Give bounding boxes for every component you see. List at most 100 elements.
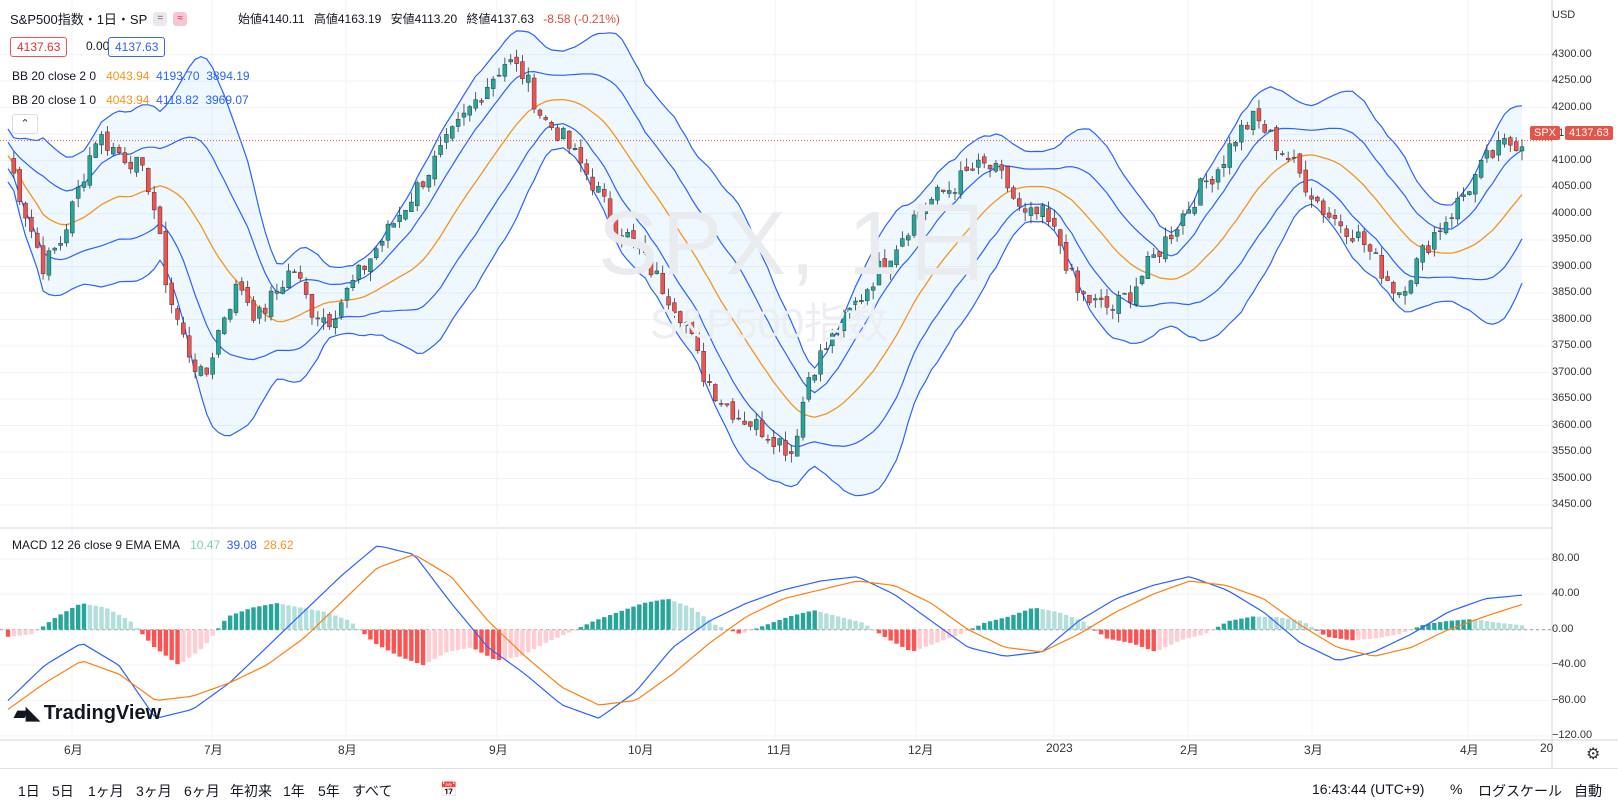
macd-histogram-bar — [1052, 611, 1057, 630]
tradingview-logo[interactable]: ▰◣ TradingView — [14, 702, 161, 725]
macd-histogram-bar — [1104, 629, 1110, 639]
candle-body — [1104, 296, 1110, 308]
macd-histogram-bar — [239, 611, 245, 630]
currency-label[interactable]: USD — [1552, 9, 1576, 21]
macd-line — [7, 545, 1523, 719]
candle-body — [479, 100, 484, 103]
macd-histogram-bar — [917, 629, 923, 649]
macd-histogram-bar — [81, 603, 87, 630]
macd-histogram-bar — [1163, 629, 1168, 648]
date-range-icon[interactable]: 📅 — [440, 781, 458, 797]
range-button[interactable]: すべて — [352, 783, 393, 799]
range-button[interactable]: 5年 — [318, 783, 340, 799]
macd-histogram-bar — [952, 629, 958, 637]
candle-body — [46, 250, 52, 276]
collapse-legend-button[interactable]: ⌃ — [12, 114, 38, 134]
macd-histogram-bar — [1233, 619, 1238, 630]
macd-histogram-bar — [666, 599, 671, 630]
macd-histogram-bar — [87, 604, 93, 630]
candle-body — [1227, 143, 1232, 168]
macd-histogram-bar — [75, 604, 81, 630]
bottom-toolbar: 1日 5日 1ヶ月 3ヶ月 6ヶ月 年初来 1年 5年 すべて 📅 16:43:44 (UTC+… — [0, 768, 1618, 812]
candle-body — [765, 439, 771, 441]
macd-histogram-bar — [1373, 629, 1379, 639]
symbol-header[interactable]: S&P500指数・1日・SP = ≈ — [10, 9, 188, 28]
log-scale-toggle[interactable]: ログスケール — [1478, 783, 1562, 799]
compare-icon[interactable]: = — [153, 11, 168, 26]
candle-body — [216, 330, 221, 355]
range-button[interactable]: 6ヶ月 — [184, 783, 220, 799]
candle-body — [496, 74, 502, 77]
candle-body — [23, 202, 28, 219]
macd-histogram-bar — [397, 629, 402, 657]
range-button[interactable]: 年初来 — [230, 783, 272, 799]
candle-body — [543, 117, 548, 120]
candle-body — [748, 421, 753, 427]
range-button[interactable]: 5日 — [52, 783, 74, 799]
macd-histogram-bar — [379, 629, 385, 648]
macd-histogram-bar — [1303, 623, 1308, 630]
macd-histogram-bar — [841, 617, 847, 630]
macd-histogram-bar — [1467, 619, 1472, 630]
percent-toggle[interactable]: % — [1450, 781, 1463, 797]
macd-histogram-bar — [426, 629, 432, 663]
macd-legend[interactable]: MACD 12 26 close 9 EMA EMA 10.47 39.08 2… — [12, 538, 294, 552]
candle-body — [1215, 169, 1221, 183]
macd-histogram-bar — [216, 628, 221, 630]
macd-histogram-bar — [298, 607, 303, 630]
macd-histogram-bar — [561, 629, 566, 636]
macd-histogram-bar — [1437, 622, 1443, 630]
macd-histogram-bar — [187, 629, 192, 658]
macd-histogram-bar — [1215, 626, 1221, 630]
settings-gear-icon[interactable]: ⚙ — [1586, 746, 1601, 763]
candle-body — [485, 86, 490, 100]
macd-histogram-bar — [292, 606, 297, 630]
candle-body — [1473, 174, 1478, 195]
symbol-title[interactable]: S&P500指数・1日・SP — [10, 12, 148, 27]
macd-histogram-bar — [590, 621, 595, 630]
candle-body — [1385, 276, 1390, 281]
bb1-legend[interactable]: BB 20 close 1 0 4043.94 4118.82 3969.07 — [12, 93, 249, 107]
sell-price-box[interactable]: 4137.63 — [10, 37, 68, 57]
auto-scale-toggle[interactable]: 自動 — [1574, 783, 1602, 799]
macd-histogram-bar — [923, 629, 928, 647]
range-button[interactable]: 3ヶ月 — [136, 783, 172, 799]
range-button[interactable]: 1日 — [18, 783, 40, 799]
candle-body — [1139, 275, 1145, 284]
clock[interactable]: 16:43:44 (UTC+9) — [1312, 781, 1425, 797]
candle-body — [900, 238, 905, 247]
candle-body — [982, 156, 987, 164]
macd-histogram-bar — [303, 608, 309, 630]
macd-histogram-bar — [233, 613, 239, 630]
macd-histogram-bar — [765, 624, 771, 630]
price-tick-label: 3750.00 — [1552, 339, 1592, 352]
range-button[interactable]: 1ヶ月 — [88, 783, 124, 799]
candle-body — [1186, 209, 1192, 214]
wave-icon[interactable]: ≈ — [173, 11, 188, 26]
macd-histogram-bar — [1093, 629, 1098, 631]
symbol-tag: SPX — [1530, 126, 1561, 140]
macd-histogram-bar — [847, 619, 852, 630]
macd-histogram-bar — [1186, 629, 1192, 639]
macd-histogram-bar — [1058, 612, 1063, 630]
macd-histogram-bar — [520, 629, 525, 656]
macd-histogram-bar — [1397, 629, 1402, 635]
range-button[interactable]: 1年 — [283, 783, 305, 799]
candle-body — [1198, 178, 1203, 206]
buy-price-box[interactable]: 4137.63 — [108, 37, 166, 57]
candle-body — [1209, 179, 1215, 185]
macd-histogram-bar — [1379, 629, 1384, 638]
candle-body — [198, 366, 204, 376]
bb2-legend[interactable]: BB 20 close 2 0 4043.94 4193.70 3894.19 — [12, 69, 250, 83]
macd-histogram-bar — [835, 616, 841, 630]
candle-body — [894, 249, 899, 265]
macd-signal-value: 28.62 — [263, 538, 294, 552]
price-tick-label: 3700.00 — [1552, 365, 1592, 378]
macd-histogram-bar — [865, 625, 870, 630]
candle-body — [590, 176, 595, 191]
candle-body — [625, 232, 630, 238]
price-tick-label: 3650.00 — [1552, 392, 1592, 405]
candle-body — [853, 300, 858, 305]
macd-histogram-bar — [64, 611, 69, 630]
